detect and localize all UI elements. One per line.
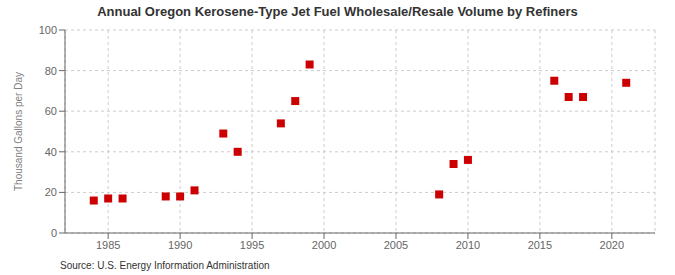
svg-text:1985: 1985 — [96, 239, 120, 251]
svg-text:2020: 2020 — [600, 239, 624, 251]
svg-text:2010: 2010 — [456, 239, 480, 251]
svg-text:80: 80 — [45, 65, 57, 77]
svg-text:1995: 1995 — [240, 239, 264, 251]
svg-text:100: 100 — [39, 24, 57, 36]
svg-text:60: 60 — [45, 105, 57, 117]
html-text:Annual Oregon Kerosene-Type Je: Annual Oregon Kerosene-Type Jet Fuel Who… — [97, 4, 578, 19]
svg-text:40: 40 — [45, 146, 57, 158]
svg-text:1990: 1990 — [168, 239, 192, 251]
svg-text:2015: 2015 — [528, 239, 552, 251]
svg-text:0: 0 — [51, 227, 57, 239]
svg-text:Thousand Gallons per Day: Thousand Gallons per Day — [13, 72, 24, 191]
svg-text:2005: 2005 — [384, 239, 408, 251]
html-text:Source: U.S. Energy Informatio: Source: U.S. Energy Information Administ… — [60, 260, 270, 271]
svg-text:20: 20 — [45, 186, 57, 198]
svg-text:2000: 2000 — [312, 239, 336, 251]
